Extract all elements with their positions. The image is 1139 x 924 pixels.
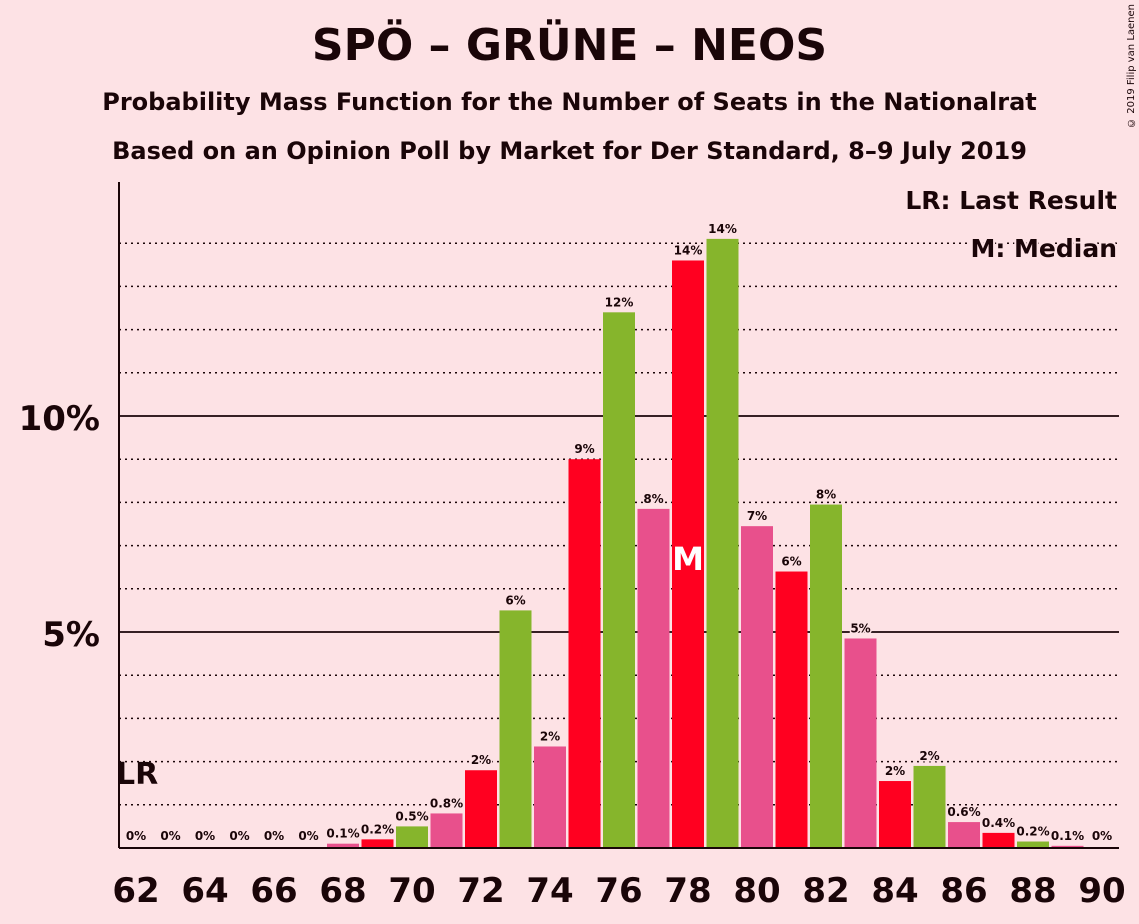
data-label-seat-82: 8% [816, 488, 836, 502]
bar-seat-76 [603, 312, 635, 848]
data-label-seat-86: 0.6% [947, 805, 980, 819]
x-tick-label: 70 [388, 871, 435, 911]
bar-seat-81 [775, 571, 808, 848]
data-label-seat-84: 2% [885, 764, 905, 778]
bar-seat-87 [982, 832, 1015, 848]
data-label-seat-78: 14% [674, 243, 703, 257]
data-label-seat-71: 0.8% [430, 796, 463, 810]
data-label-seat-77: 8% [643, 492, 663, 506]
data-label-seat-70: 0.5% [395, 809, 428, 823]
bar-seat-88 [1017, 841, 1049, 848]
x-tick-label: 66 [250, 871, 297, 911]
x-tick-label: 84 [871, 871, 918, 911]
data-label-seat-80: 7% [747, 509, 767, 523]
x-tick-label: 72 [457, 871, 504, 911]
x-tick-label: 76 [595, 871, 642, 911]
data-label-seat-89: 0.1% [1051, 829, 1084, 843]
x-tick-label: 74 [526, 871, 573, 911]
data-label-seat-64: 0% [195, 829, 215, 843]
data-label-seat-83: 5% [850, 621, 870, 635]
data-label-seat-68: 0.1% [326, 827, 359, 841]
bar-seat-79 [706, 238, 739, 848]
bar-seat-83 [844, 638, 877, 848]
data-label-seat-73: 6% [505, 593, 525, 607]
x-tick-label: 86 [940, 871, 987, 911]
y-tick-label: 10% [19, 399, 100, 439]
bar-seat-69 [361, 839, 394, 848]
chart-subtitle-2: Based on an Opinion Poll by Market for D… [112, 137, 1027, 165]
bar-seat-78 [672, 260, 704, 849]
data-label-seat-88: 0.2% [1016, 825, 1049, 839]
x-tick-label: 82 [802, 871, 849, 911]
data-label-seat-79: 14% [708, 222, 737, 236]
data-label-seat-87: 0.4% [982, 816, 1015, 830]
data-label-seat-69: 0.2% [361, 822, 394, 836]
legend-median: M: Median [970, 234, 1117, 263]
bar-seat-84 [879, 781, 911, 848]
y-tick-label: 5% [42, 615, 100, 655]
x-tick-label: 62 [112, 871, 159, 911]
data-label-seat-65: 0% [229, 829, 249, 843]
bar-seat-71 [430, 813, 463, 848]
bar-seat-85 [913, 765, 946, 848]
x-tick-label: 68 [319, 871, 366, 911]
median-marker: M [672, 540, 704, 578]
chart-title: SPÖ – GRÜNE – NEOS [311, 20, 828, 71]
data-label-seat-81: 6% [781, 555, 801, 569]
bar-seat-72 [465, 770, 497, 848]
bar-seat-74 [534, 746, 566, 848]
data-label-seat-90: 0% [1092, 829, 1112, 843]
x-tick-label: 80 [733, 871, 780, 911]
data-label-seat-63: 0% [160, 829, 180, 843]
data-label-seat-75: 9% [574, 442, 594, 456]
bar-seat-82 [810, 504, 842, 848]
data-label-seat-72: 2% [471, 753, 491, 767]
x-tick-label: 88 [1009, 871, 1056, 911]
data-label-seat-76: 12% [605, 295, 634, 309]
bar-seat-73 [499, 610, 532, 848]
bar-seat-89 [1051, 845, 1084, 848]
bar-seat-80 [741, 526, 773, 848]
bar-seat-75 [568, 459, 601, 848]
x-tick-label: 78 [664, 871, 711, 911]
bar-seat-68 [327, 843, 359, 848]
data-label-seat-74: 2% [540, 729, 560, 743]
data-label-seat-67: 0% [298, 829, 318, 843]
chart-subtitle-1: Probability Mass Function for the Number… [102, 88, 1037, 116]
last-result-marker: LR [116, 757, 158, 792]
x-tick-label: 90 [1078, 871, 1125, 911]
data-label-seat-85: 2% [919, 749, 939, 763]
legend-last-result: LR: Last Result [905, 186, 1117, 215]
data-label-seat-62: 0% [126, 829, 146, 843]
bar-seat-86 [948, 822, 980, 848]
bar-seat-77 [637, 508, 670, 848]
data-label-seat-66: 0% [264, 829, 284, 843]
x-tick-label: 64 [181, 871, 228, 911]
bar-seat-70 [396, 826, 428, 848]
